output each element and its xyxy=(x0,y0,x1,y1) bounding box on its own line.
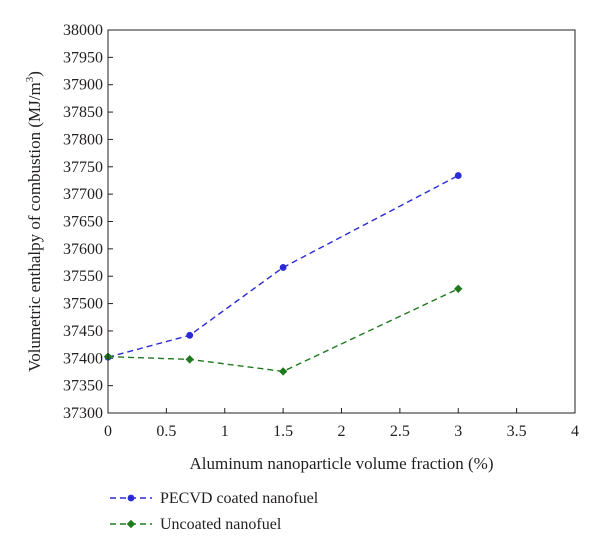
y-tick-label: 37500 xyxy=(63,296,103,313)
y-tick-label: 37550 xyxy=(63,268,103,285)
y-tick-label: 37300 xyxy=(63,405,103,422)
y-axis-title-main: Volumetric enthalpy of combustion (MJ/m xyxy=(25,82,44,372)
data-point-circle xyxy=(454,172,462,179)
data-point-diamond xyxy=(126,519,136,529)
data-point-diamond xyxy=(278,367,288,376)
y-axis-title-close: ) xyxy=(25,71,44,77)
legend: PECVD coated nanofuel Uncoated nanofuel xyxy=(110,490,319,533)
x-tick-label: 2.5 xyxy=(390,423,410,440)
x-tick-label: 2 xyxy=(338,423,346,440)
data-point-circle xyxy=(279,264,287,271)
y-tick-label: 37850 xyxy=(63,104,103,121)
x-tick-label: 3 xyxy=(454,423,462,440)
x-tick-label: 1.5 xyxy=(273,423,293,440)
plot-frame xyxy=(107,29,576,414)
y-tick-label: 37700 xyxy=(63,186,103,203)
y-tick-label: 37450 xyxy=(63,323,103,340)
x-tick-label: 1 xyxy=(221,423,229,440)
data-point-diamond xyxy=(454,284,463,293)
x-tick-label: 0 xyxy=(104,423,112,440)
data-point-diamond xyxy=(185,355,194,364)
x-tick-label: 4 xyxy=(571,423,579,440)
y-tick-label: 37750 xyxy=(63,159,103,176)
legend-label: PECVD coated nanofuel xyxy=(160,490,319,507)
x-axis-title: Aluminum nanoparticle volume fraction (%… xyxy=(189,454,493,473)
y-tick-label: 37950 xyxy=(63,49,103,66)
data-point-circle xyxy=(127,494,135,502)
x-tick-label: 0.5 xyxy=(156,423,176,440)
x-axis-ticks: 0 0.5 1 1.5 2 2.5 3 3.5 4 xyxy=(104,408,579,440)
y-tick-label: 37800 xyxy=(63,131,103,148)
y-tick-label: 37650 xyxy=(63,214,103,231)
series-line xyxy=(107,174,459,358)
y-axis-title-sup: 3 xyxy=(24,76,36,82)
data-point-circle xyxy=(186,331,194,339)
y-tick-label: 37400 xyxy=(63,350,103,367)
y-tick-label: 37900 xyxy=(63,77,103,94)
y-axis-ticks: 37300 37350 37400 37450 37500 37550 37600 37650… xyxy=(63,22,113,422)
legend-label: Uncoated nanofuel xyxy=(160,516,282,533)
y-tick-label: 38000 xyxy=(63,22,103,39)
series-line xyxy=(107,288,459,373)
plot-series xyxy=(103,172,463,376)
y-tick-label: 37600 xyxy=(63,241,103,258)
y-tick-label: 37350 xyxy=(63,378,103,395)
x-tick-label: 3.5 xyxy=(507,423,527,440)
y-axis-title: Volumetric enthalpy of combustion (MJ/m3… xyxy=(24,71,44,372)
